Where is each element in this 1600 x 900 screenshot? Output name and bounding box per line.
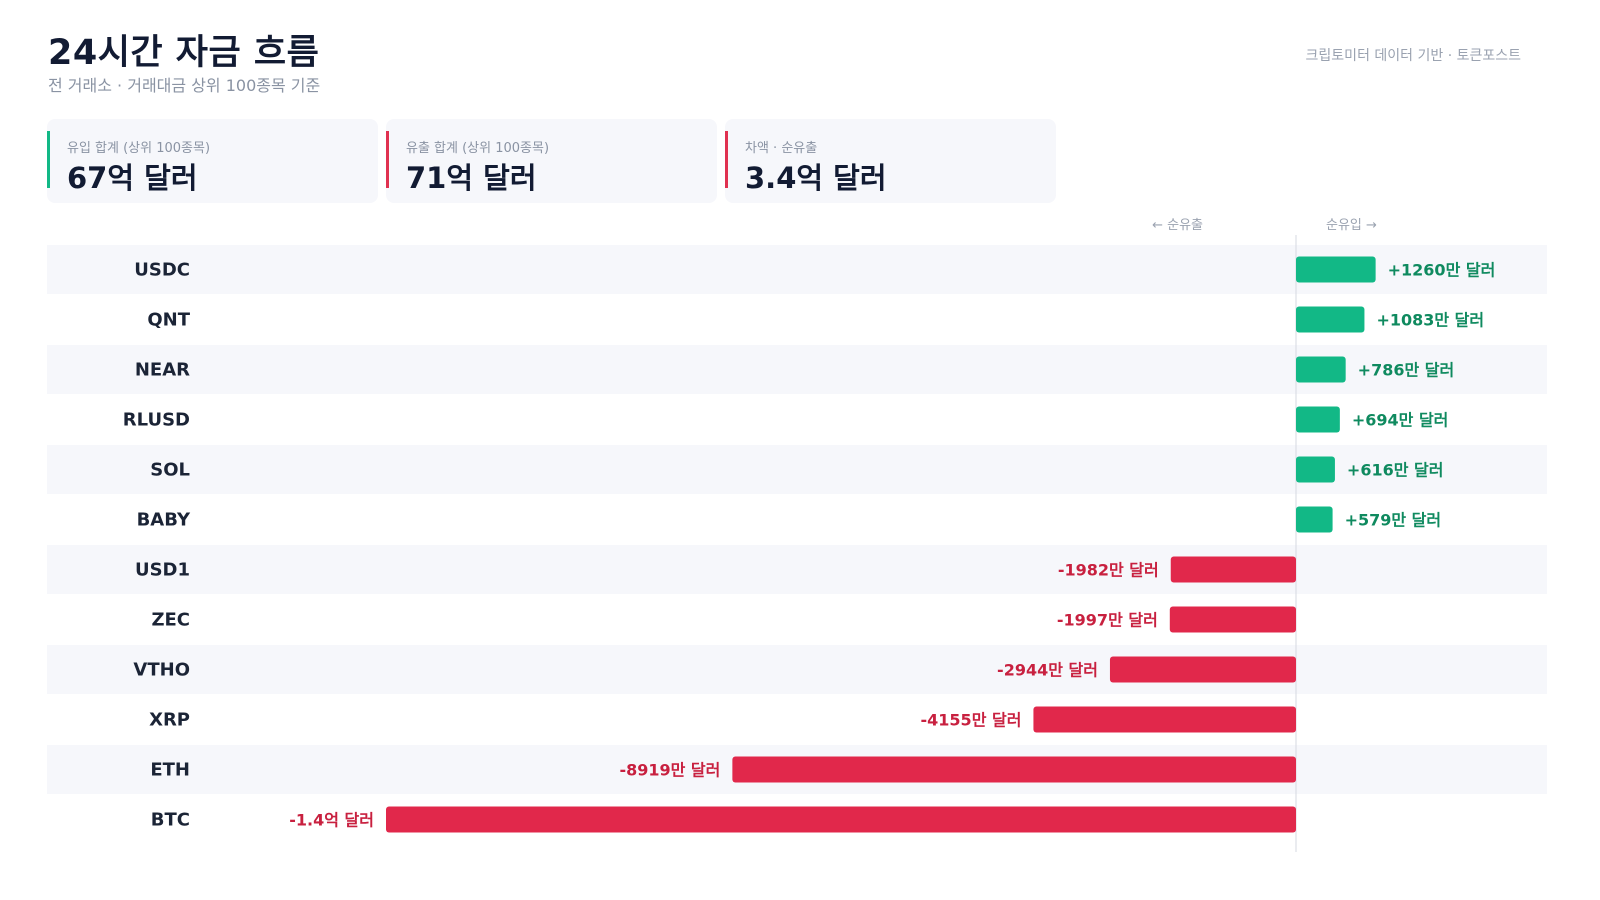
category-label-zec: ZEC (151, 610, 190, 631)
value-label-btc: -1.4억 달러 (289, 811, 374, 830)
bar-qnt (1296, 306, 1365, 333)
category-label-eth: ETH (150, 760, 190, 781)
value-label-near: +786만 달러 (1358, 361, 1455, 380)
category-label-near: NEAR (135, 360, 190, 381)
category-label-btc: BTC (151, 810, 190, 831)
bar-eth (732, 756, 1296, 783)
net-summary-card: 차액 · 순유출 3.4억 달러 (725, 119, 1056, 203)
bar-xrp (1033, 706, 1296, 733)
inflow-direction-label: 순유입 → (1326, 218, 1377, 233)
inflow-accent-bar (47, 131, 50, 188)
category-label-usdc: USDC (134, 260, 190, 281)
category-label-qnt: QNT (147, 310, 190, 331)
value-label-sol: +616만 달러 (1347, 461, 1444, 480)
row-stripe (47, 545, 1547, 594)
outflow-summary-card: 유출 합계 (상위 100종목) 71억 달러 (386, 119, 717, 203)
value-label-usdc: +1260만 달러 (1388, 261, 1496, 280)
value-label-vtho: -2944만 달러 (997, 661, 1098, 680)
bar-rlusd (1296, 406, 1340, 433)
outflow-summary-label: 유출 합계 (상위 100종목) (406, 141, 550, 156)
value-label-eth: -8919만 달러 (619, 761, 720, 780)
page-title: 24시간 자금 흐름 (48, 33, 320, 73)
bar-zec (1169, 606, 1296, 633)
outflow-accent-bar (386, 131, 389, 188)
bar-sol (1296, 456, 1335, 483)
outflow-direction-label: ← 순유출 (1152, 218, 1203, 233)
category-label-xrp: XRP (149, 710, 190, 731)
data-source-note: 크립토미터 데이터 기반 · 토큰포스트 (1305, 48, 1521, 64)
category-label-sol: SOL (150, 460, 190, 481)
net-summary-value: 3.4억 달러 (745, 161, 887, 195)
category-label-rlusd: RLUSD (123, 410, 190, 431)
value-label-qnt: +1083만 달러 (1376, 311, 1484, 330)
net-accent-bar (725, 131, 728, 188)
value-label-rlusd: +694만 달러 (1352, 411, 1449, 430)
value-label-xrp: -4155만 달러 (921, 711, 1022, 730)
category-label-usd1: USD1 (135, 560, 190, 581)
inflow-summary-card: 유입 합계 (상위 100종목) 67억 달러 (47, 119, 378, 203)
value-label-zec: -1997만 달러 (1057, 611, 1158, 630)
bar-baby (1296, 506, 1333, 533)
bar-usdc (1296, 256, 1376, 283)
inflow-summary-value: 67억 달러 (67, 161, 198, 195)
category-label-baby: BABY (137, 510, 191, 531)
page-subtitle: 전 거래소 · 거래대금 상위 100종목 기준 (48, 76, 321, 95)
value-label-baby: +579만 달러 (1345, 511, 1442, 530)
outflow-summary-value: 71억 달러 (406, 161, 537, 195)
row-stripe (47, 645, 1547, 694)
net-summary-label: 차액 · 순유출 (745, 141, 818, 156)
inflow-summary-label: 유입 합계 (상위 100종목) (67, 141, 211, 156)
category-label-vtho: VTHO (133, 660, 190, 681)
bar-vtho (1109, 656, 1296, 683)
bar-near (1296, 356, 1346, 383)
bar-btc (386, 806, 1296, 833)
value-label-usd1: -1982만 달러 (1058, 561, 1159, 580)
bar-usd1 (1170, 556, 1296, 583)
